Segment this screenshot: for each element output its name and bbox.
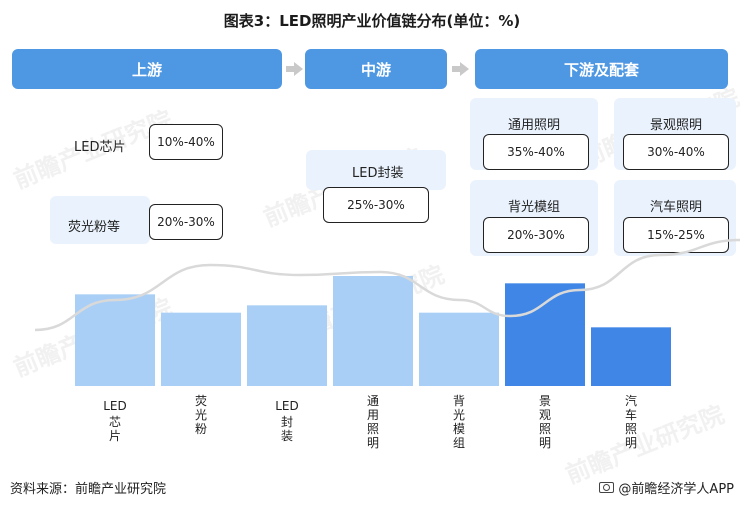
category-label: LED 芯片 — [103, 399, 127, 443]
stage-label: 下游及配套 — [563, 60, 639, 79]
bar-2 — [247, 305, 327, 386]
bar-1 — [161, 312, 241, 386]
segment-tile — [306, 150, 446, 190]
arrow-right-icon — [452, 62, 469, 76]
camera-icon — [599, 482, 615, 493]
stage-label: 中游 — [360, 60, 391, 79]
trend-line — [34, 238, 741, 332]
category-label: 景观照明 — [539, 394, 551, 450]
arrow-right-icon — [286, 62, 303, 76]
chart-title: 图表3：LED照明产业价值链分布(单位：%) — [223, 12, 521, 30]
segment-label-landscape-lighting: 景观照明 — [650, 118, 703, 133]
source-note: 资料来源：前瞻产业研究院 — [10, 482, 167, 497]
segment-value-led-chip: 10%-40% — [149, 124, 223, 160]
segment-label-phosphor: 荧光粉等 — [68, 220, 121, 235]
segment-label-led-chip: LED芯片 — [74, 140, 126, 155]
segment-value-phosphor: 20%-30% — [149, 204, 223, 240]
bar-6 — [591, 327, 671, 386]
segment-tile — [50, 196, 150, 244]
segment-label-led-packaging: LED封装 — [352, 166, 404, 181]
bar-0 — [75, 294, 155, 386]
segment-value-automotive-lighting: 15%-25% — [623, 217, 729, 253]
segment-value-landscape-lighting: 30%-40% — [623, 134, 729, 170]
segment-label-automotive-lighting: 汽车照明 — [650, 200, 703, 215]
bar-3 — [333, 276, 413, 386]
brand-credit: @前瞻经济学人APP — [599, 478, 734, 497]
brand-text: @前瞻经济学人APP — [618, 482, 734, 497]
stage-midstream: 中游 — [305, 49, 447, 89]
bar-5 — [505, 283, 585, 386]
category-label: 通用照明 — [367, 394, 379, 450]
segment-label-backlight-module: 背光模组 — [508, 200, 561, 215]
category-label: 背光模组 — [453, 394, 465, 450]
value-chain-bar-chart: LED 芯片 荧光粉 LED 封装 通用照明 背光模组 景观照明 汽车照明 — [34, 238, 741, 450]
segment-value-backlight-module: 20%-30% — [483, 217, 589, 253]
category-label: 汽车照明 — [625, 393, 637, 450]
stage-upstream: 上游 — [12, 49, 282, 89]
segment-value-general-lighting: 35%-40% — [483, 134, 589, 170]
category-label: 荧光粉 — [195, 394, 207, 436]
bar-4 — [419, 312, 499, 386]
segment-value-led-packaging: 25%-30% — [323, 187, 429, 223]
stage-downstream: 下游及配套 — [475, 49, 728, 89]
stage-label: 上游 — [131, 60, 162, 79]
segment-label-general-lighting: 通用照明 — [508, 118, 561, 133]
category-label: LED 封装 — [275, 399, 299, 443]
